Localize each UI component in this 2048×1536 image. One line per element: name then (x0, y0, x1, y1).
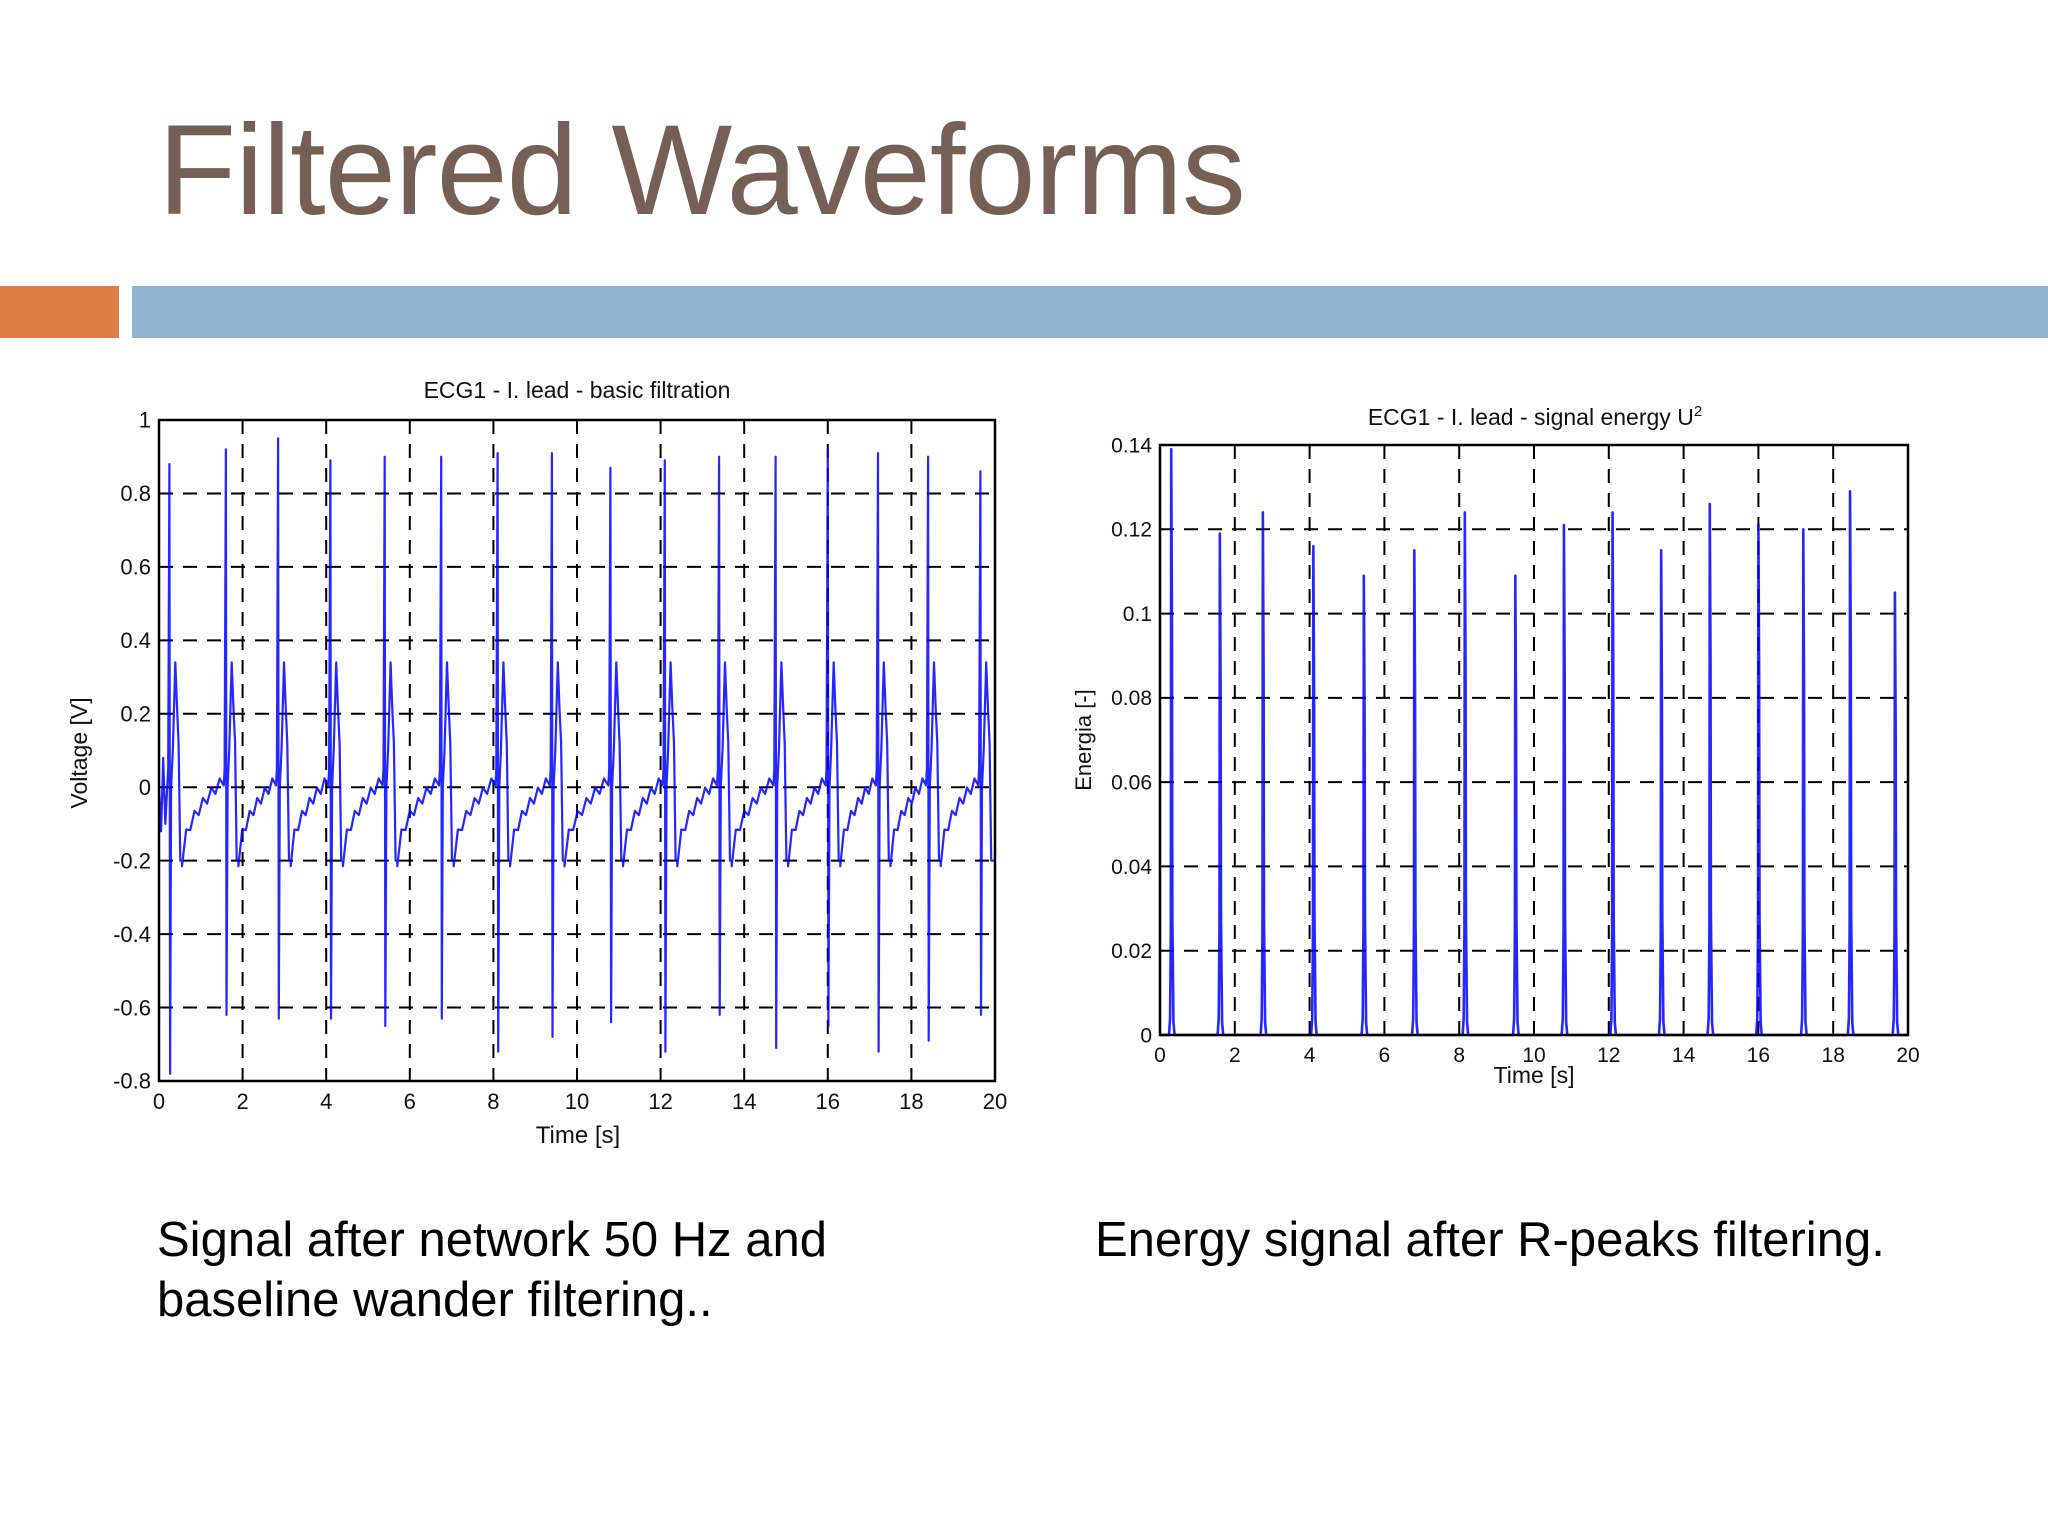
svg-text:0.6: 0.6 (120, 555, 151, 580)
svg-text:0.06: 0.06 (1111, 771, 1152, 794)
caption-energy-signal: Energy signal after R-peaks filtering. (1095, 1213, 1885, 1267)
svg-text:4: 4 (1304, 1044, 1316, 1067)
svg-text:1: 1 (139, 408, 151, 433)
svg-text:20: 20 (1896, 1044, 1919, 1067)
chart-title: ECG1 - I. lead - signal energy U2 (1368, 403, 1702, 430)
svg-text:-0.6: -0.6 (113, 995, 151, 1020)
svg-text:0.08: 0.08 (1111, 687, 1152, 710)
y-axis-label: Energia [-] (1071, 689, 1096, 791)
svg-text:12: 12 (648, 1089, 672, 1114)
svg-text:0.12: 0.12 (1111, 519, 1152, 542)
svg-text:20: 20 (983, 1089, 1007, 1114)
ecg-trace (157, 437, 995, 1075)
svg-text:-0.4: -0.4 (113, 922, 151, 947)
plot-frame (157, 418, 997, 1083)
svg-text:0.8: 0.8 (120, 481, 151, 506)
svg-text:18: 18 (1822, 1044, 1845, 1067)
svg-text:-0.2: -0.2 (113, 848, 151, 873)
svg-text:8: 8 (1453, 1044, 1465, 1067)
svg-text:0: 0 (1154, 1044, 1166, 1067)
svg-text:4: 4 (320, 1089, 332, 1114)
svg-text:16: 16 (816, 1089, 840, 1114)
axis-ticks: 0 2 4 6 8 10 12 14 16 18 20 -0.8 -0.6 -0.4 -0.2 0 0.2 0.4… (113, 408, 1007, 1114)
caption-filtered-signal: Signal after network 50 Hz and baseline … (157, 1210, 917, 1330)
signal-energy-plot: ECG1 - I. lead - signal energy U2 Time [… (1071, 403, 1920, 1088)
ecg-voltage-plot: ECG1 - I. lead - basic filtration Time [… (66, 377, 1007, 1149)
svg-text:0: 0 (139, 775, 151, 800)
caption-line: Signal after network 50 Hz and (157, 1213, 828, 1267)
svg-text:12: 12 (1597, 1044, 1620, 1067)
svg-text:6: 6 (1379, 1044, 1391, 1067)
x-axis-label: Time [s] (536, 1122, 620, 1149)
svg-text:2: 2 (236, 1089, 248, 1114)
accent-bar-blue (132, 286, 2048, 338)
svg-text:0.14: 0.14 (1111, 434, 1152, 457)
svg-text:0.2: 0.2 (120, 701, 151, 726)
y-axis-label: Voltage [V] (66, 697, 92, 808)
svg-text:0.04: 0.04 (1111, 856, 1152, 879)
svg-text:14: 14 (732, 1089, 756, 1114)
signal-energy-chart: ECG1 - I. lead - signal energy U2 Time [… (1060, 385, 2020, 1115)
svg-text:18: 18 (899, 1089, 923, 1114)
svg-text:0.02: 0.02 (1111, 940, 1152, 963)
svg-text:14: 14 (1672, 1044, 1696, 1067)
svg-text:0.4: 0.4 (120, 628, 151, 653)
ecg-voltage-chart: ECG1 - I. lead - basic filtration Time [… (40, 360, 1030, 1160)
svg-text:0.1: 0.1 (1123, 603, 1152, 626)
x-axis-label: Time [s] (1494, 1062, 1575, 1088)
caption-line: baseline wander filtering.. (157, 1273, 713, 1327)
axis-ticks: 0 2 4 6 8 10 12 14 16 18 20 0 0.02 0.04 0.06 0.08 0.1 0.1… (1111, 434, 1920, 1067)
svg-text:10: 10 (565, 1089, 589, 1114)
grid-lines (1160, 445, 1908, 1035)
svg-text:8: 8 (487, 1089, 499, 1114)
svg-text:10: 10 (1522, 1044, 1545, 1067)
grid-lines (159, 420, 995, 1081)
slide-title: Filtered Waveforms (158, 99, 1246, 242)
svg-text:16: 16 (1747, 1044, 1770, 1067)
svg-text:6: 6 (404, 1089, 416, 1114)
svg-text:0: 0 (153, 1089, 165, 1114)
accent-bar-orange (0, 286, 119, 338)
svg-text:0: 0 (1140, 1024, 1152, 1047)
chart-title: ECG1 - I. lead - basic filtration (424, 377, 731, 403)
svg-text:2: 2 (1229, 1044, 1241, 1067)
svg-text:-0.8: -0.8 (113, 1069, 151, 1094)
plot-frame (1158, 443, 1910, 1037)
